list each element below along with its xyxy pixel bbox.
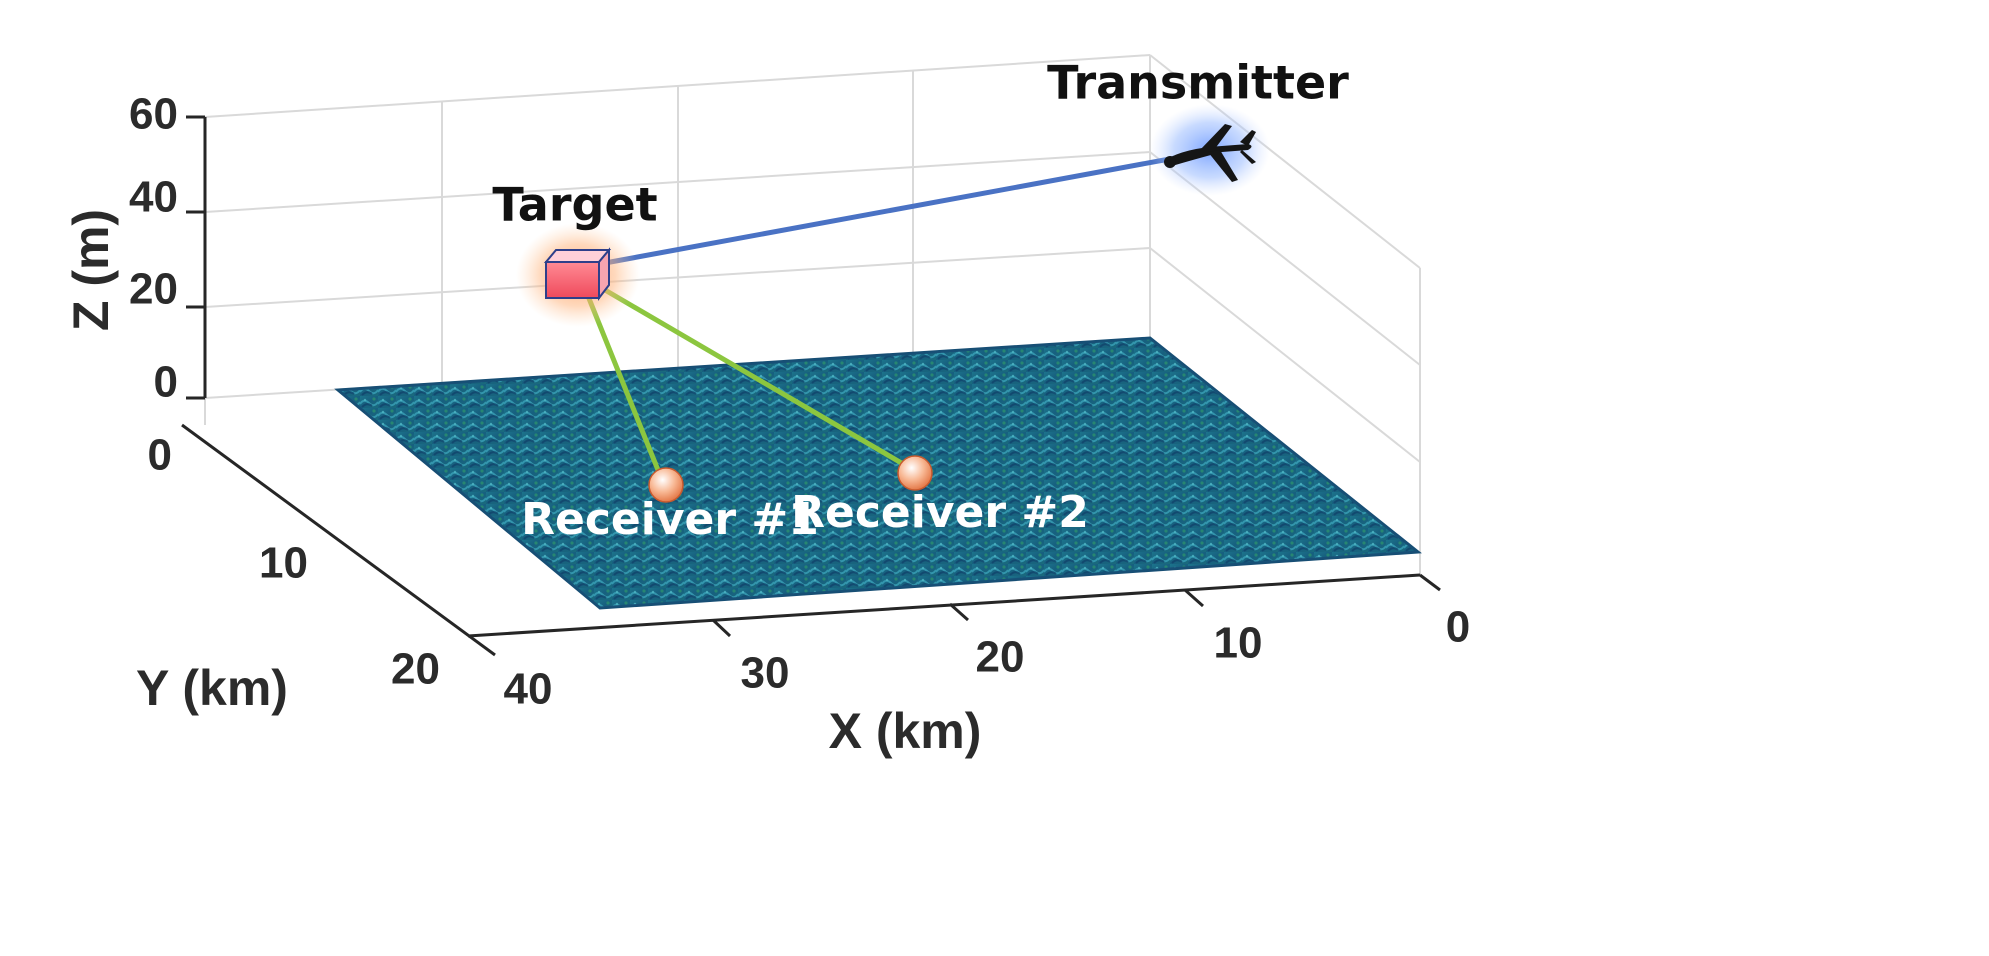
x-tick-10: 10	[1214, 619, 1263, 668]
x-axis-label: X (km)	[829, 703, 982, 759]
x-tick-0: 0	[1446, 603, 1470, 652]
receiver-1-sphere-icon	[648, 467, 684, 503]
z-tick-labels: 60 40 20 0	[129, 90, 178, 407]
axes-lines	[181, 115, 1441, 657]
z-tick-0: 0	[154, 358, 178, 407]
x-tick-30: 30	[741, 649, 790, 698]
receiver-2-label: Receiver #2	[791, 487, 1089, 538]
x-tick-20: 20	[976, 633, 1025, 682]
target-receiver-1-link	[585, 295, 665, 481]
y-tick-10: 10	[259, 539, 308, 588]
transmitter-target-link	[604, 155, 1176, 266]
target-label: Target	[492, 178, 657, 232]
z-axis-label: Z (m)	[63, 209, 119, 331]
signal-links	[585, 155, 1176, 481]
y-tick-labels: 0 10 20	[148, 431, 440, 694]
x-tick-labels: 40 30 20 10 0	[504, 603, 1471, 714]
y-tick-0: 0	[148, 431, 172, 480]
z-tick-40: 40	[129, 173, 178, 222]
transmitter-label: Transmitter	[1047, 56, 1349, 110]
x-tick-40: 40	[504, 665, 553, 714]
z-tick-20: 20	[129, 265, 178, 314]
z-tick-60: 60	[129, 90, 178, 139]
target-receiver-2-link	[603, 287, 912, 471]
drone-icon	[1150, 104, 1270, 196]
receiver-1-label: Receiver #1	[521, 494, 819, 545]
y-tick-20: 20	[391, 645, 440, 694]
receiver-2-sphere-icon	[897, 455, 933, 491]
sea-surface	[334, 336, 1422, 610]
y-axis-label: Y (km)	[136, 660, 288, 716]
target-cube-icon	[516, 223, 640, 327]
